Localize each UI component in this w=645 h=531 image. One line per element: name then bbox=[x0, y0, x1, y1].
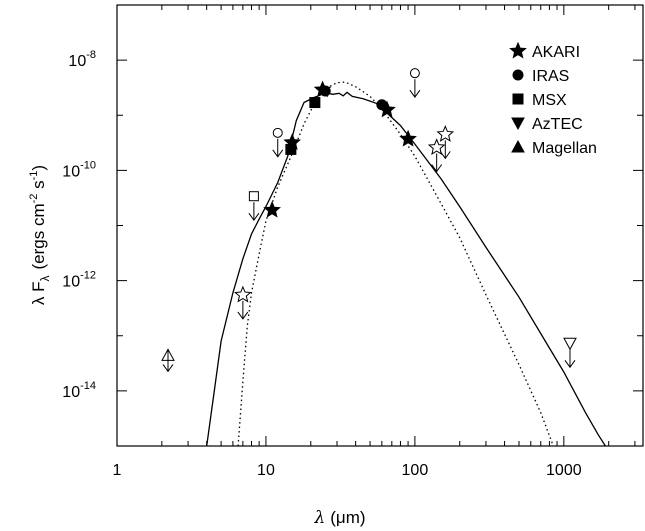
y-tick-exponent: -10 bbox=[80, 159, 96, 171]
msx-data-point bbox=[285, 143, 297, 155]
model-curve-dotted bbox=[237, 81, 554, 446]
iras-upper-limit-arrowhead bbox=[409, 89, 421, 99]
akari-upper-limit-arrowhead bbox=[431, 164, 443, 173]
msx-upper-limit-arrowhead bbox=[248, 212, 260, 222]
y-tick-base: 10 bbox=[68, 53, 86, 70]
legend-aztec-marker bbox=[511, 117, 525, 131]
y-tick-label: 10-8 bbox=[68, 49, 96, 70]
x-axis-unit: (μm) bbox=[330, 508, 365, 527]
y-tick-label: 10-12 bbox=[62, 270, 96, 291]
y-tick-base: 10 bbox=[62, 163, 80, 180]
y-axis-main: λ F bbox=[29, 281, 48, 305]
y-axis-units-a: (ergs cm bbox=[29, 203, 48, 269]
legend-iras-marker bbox=[512, 69, 524, 81]
akari-data-point bbox=[399, 129, 417, 147]
legend-akari-label: AKARI bbox=[532, 44, 580, 61]
x-axis-label: λ (μm) bbox=[313, 508, 365, 528]
x-tick-label: 10 bbox=[257, 462, 275, 479]
model-curves bbox=[206, 81, 606, 446]
y-tick-label: 10-10 bbox=[62, 159, 96, 180]
x-tick-label: 1000 bbox=[546, 462, 582, 479]
aztec-upper-limit-marker bbox=[563, 337, 577, 351]
akari-upper-limit-arrowhead bbox=[439, 151, 451, 160]
iras-upper-limit-arrowhead bbox=[272, 149, 284, 158]
akari-upper-limit-marker bbox=[427, 138, 446, 156]
legend-iras-label: IRAS bbox=[532, 68, 569, 85]
y-tick-label: 10-14 bbox=[62, 380, 96, 401]
legend-msx-label: MSX bbox=[532, 92, 567, 109]
y-axis-units-b: s bbox=[29, 180, 48, 193]
legend-aztec-label: AzTEC bbox=[532, 116, 583, 133]
y-tick-exponent: -14 bbox=[80, 380, 96, 392]
y-axis-units-exp1: -2 bbox=[28, 194, 40, 204]
y-tick-exponent: -8 bbox=[86, 49, 96, 61]
upper-limits bbox=[161, 68, 577, 373]
data-points bbox=[263, 80, 417, 218]
akari-upper-limit-arrowhead bbox=[237, 311, 249, 320]
y-tick-base: 10 bbox=[62, 274, 80, 291]
model-curve-solid bbox=[206, 91, 606, 446]
x-axis-symbol: λ bbox=[313, 508, 325, 528]
msx-data-point bbox=[309, 97, 321, 109]
y-axis-subscript: λ bbox=[38, 275, 52, 281]
legend-akari-marker bbox=[509, 41, 527, 59]
y-tick-exponent: -12 bbox=[80, 270, 96, 282]
legend: AKARI IRAS MSX AzTEC Magellan bbox=[509, 41, 597, 157]
iras-data-point bbox=[376, 99, 388, 111]
akari-upper-limit-marker bbox=[234, 285, 252, 303]
akari-data-point bbox=[263, 200, 281, 218]
iras-upper-limit-marker bbox=[409, 68, 420, 79]
iras-upper-limit-marker bbox=[272, 127, 283, 138]
msx-upper-limit-marker bbox=[248, 191, 259, 202]
legend-msx-marker bbox=[512, 93, 524, 105]
y-axis-units-exp2: -1 bbox=[28, 171, 40, 181]
legend-magellan-marker bbox=[511, 139, 525, 153]
y-axis-label: λ Fλ (ergs cm-2 s-1) bbox=[28, 165, 52, 305]
y-tick-base: 10 bbox=[62, 384, 80, 401]
y-axis-units-c: ) bbox=[29, 165, 48, 171]
aztec-upper-limit-arrowhead bbox=[564, 359, 576, 369]
legend-magellan-label: Magellan bbox=[532, 140, 597, 157]
iras-data-point bbox=[319, 85, 331, 97]
magellan-upper-limit-arrowhead bbox=[162, 364, 174, 373]
x-tick-label: 100 bbox=[402, 462, 429, 479]
x-tick-label: 1 bbox=[113, 462, 122, 479]
akari-upper-limit-marker bbox=[436, 125, 455, 142]
